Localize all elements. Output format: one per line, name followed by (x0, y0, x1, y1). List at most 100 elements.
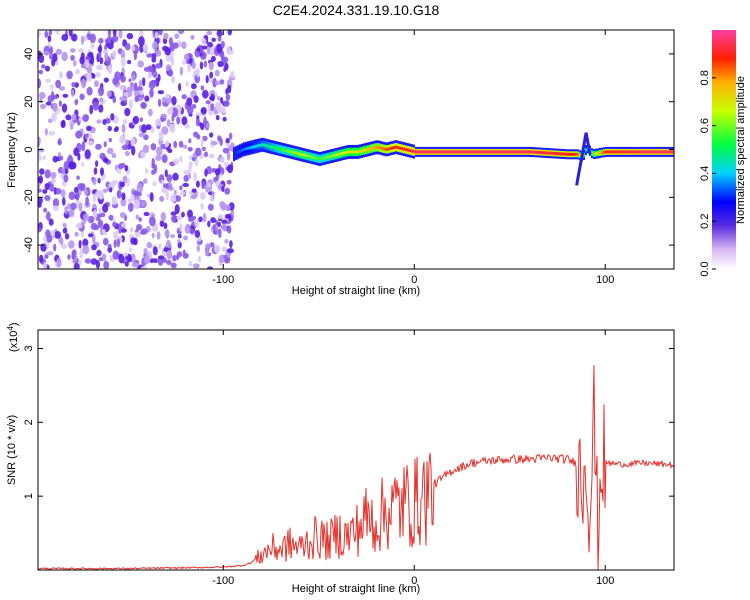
track-core (313, 156, 315, 160)
track-core (515, 150, 517, 154)
track-core (483, 150, 485, 154)
track-core (585, 148, 587, 152)
noise-blob (214, 69, 220, 77)
noise-blob (165, 190, 169, 201)
noise-blob (61, 51, 68, 62)
noise-blob (152, 181, 157, 187)
track-core (299, 152, 301, 156)
snr-series (38, 365, 674, 570)
track-core (481, 150, 483, 154)
noise-blob (192, 263, 200, 269)
noise-blob (205, 243, 211, 250)
noise-blob (110, 113, 115, 121)
track-core (501, 150, 503, 154)
noise-blob (70, 202, 77, 210)
noise-blob (166, 259, 172, 265)
noise-blob (66, 70, 73, 80)
spectrogram-x-axis-label: Height of straight line (km) (292, 285, 420, 297)
noise-blob (92, 193, 96, 203)
noise-blob (52, 102, 58, 112)
track-core (241, 148, 243, 152)
track-core (331, 154, 333, 158)
noise-blob (138, 36, 145, 47)
noise-blob (114, 126, 119, 132)
track-core (629, 150, 631, 154)
track-core (531, 150, 533, 154)
noise-blob (118, 30, 123, 39)
noise-blob (124, 107, 131, 117)
noise-blob (217, 221, 222, 228)
noise-blob (123, 91, 129, 97)
noise-blob (119, 85, 125, 91)
noise-blob (221, 246, 228, 252)
noise-blob (116, 189, 122, 199)
noise-blob (170, 262, 177, 269)
noise-blob (211, 141, 218, 146)
noise-blob (48, 183, 55, 192)
track-core (361, 149, 363, 153)
track-core (523, 150, 525, 154)
noise-blob (127, 59, 132, 65)
track-core (509, 150, 511, 154)
noise-blob (181, 94, 187, 100)
colorbar-tick-label: 0.2 (699, 214, 711, 229)
track-core (271, 145, 273, 149)
noise-blob (185, 81, 189, 87)
noise-blob (200, 85, 205, 91)
noise-blob (202, 89, 209, 99)
noise-blob (48, 30, 53, 36)
track-core (363, 148, 365, 152)
noise-blob (44, 183, 50, 190)
noise-blob (77, 48, 84, 53)
track-core (497, 150, 499, 154)
noise-blob (55, 79, 61, 89)
noise-blob (179, 30, 183, 34)
noise-blob (214, 168, 221, 176)
noise-blob (146, 53, 154, 58)
noise-blob (69, 48, 76, 53)
noise-blob (161, 154, 168, 164)
colorbar-tick-label: 0.8 (699, 70, 711, 85)
track-core (653, 150, 655, 154)
snr-line (38, 365, 674, 570)
noise-blob (67, 203, 72, 210)
noise-blob (95, 72, 101, 78)
track-core (583, 153, 585, 157)
noise-blob (194, 230, 201, 238)
track-core (535, 150, 537, 154)
noise-blob (157, 73, 161, 82)
noise-blob (163, 222, 168, 230)
noise-blob (52, 198, 60, 208)
noise-blob (220, 51, 225, 60)
noise-blob (226, 151, 231, 161)
noise-blob (127, 202, 134, 212)
noise-blob (178, 140, 184, 148)
noise-blob (73, 147, 79, 157)
track-core (603, 150, 605, 154)
noise-blob (38, 31, 41, 37)
noise-blob (88, 51, 94, 58)
track-core (351, 150, 353, 154)
noise-blob (167, 107, 174, 115)
noise-blob (164, 169, 168, 178)
track-core (457, 150, 459, 154)
noise-blob (61, 189, 66, 198)
snr-y-multiplier: (x104) (6, 322, 20, 352)
noise-blob (140, 266, 148, 269)
noise-blob (140, 228, 148, 235)
noise-blob (210, 55, 216, 62)
noise-blob (103, 157, 109, 164)
noise-blob (47, 35, 52, 43)
noise-blob (44, 254, 49, 259)
noise-blob (222, 147, 230, 154)
noise-blob (186, 97, 193, 107)
snr-x-tick-label: 100 (596, 575, 614, 587)
track-core (337, 153, 339, 156)
track-core (321, 157, 323, 160)
noise-blob (187, 63, 191, 73)
snr-x-tick-label: 0 (411, 575, 417, 587)
track-core (295, 151, 297, 155)
noise-blob (137, 60, 144, 68)
noise-blob (90, 258, 98, 265)
noise-blob (149, 88, 154, 98)
